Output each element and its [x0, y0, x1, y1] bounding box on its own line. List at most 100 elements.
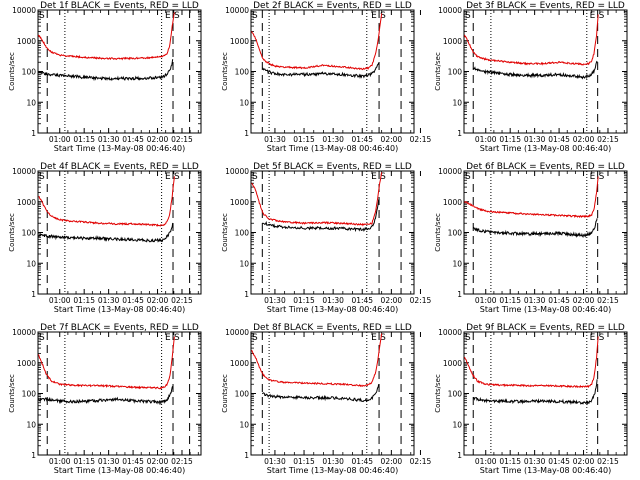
detector-plot-6: Det 6f BLACK = Events, RED = LLD 1 10 100 10… [434, 162, 628, 314]
detector-plot-8: Det 8f BLACK = Events, RED = LLD 1 10 100 10… [221, 323, 431, 475]
y-tick-label: 1 [457, 129, 462, 138]
detector-plot-1: Det 1f BLACK = Events, RED = LLD 1 10 100 10… [8, 1, 202, 153]
y-tick-label: 10000 [12, 328, 36, 337]
start-flag: S [465, 333, 471, 343]
lld-series-line [38, 336, 175, 390]
x-tick-label: 01:00 [49, 135, 71, 144]
lld-series-line [251, 333, 383, 388]
plot-title: Det 7f BLACK = Events, RED = LLD [40, 323, 199, 333]
plot-title: Det 4f BLACK = Events, RED = LLD [40, 162, 199, 172]
y-tick-label: 10000 [438, 328, 462, 337]
x-tick-label: 01:30 [98, 296, 120, 305]
x-tick-label: 02:15 [171, 296, 193, 305]
y-tick-label: 10000 [12, 6, 36, 15]
y-tick-label: 1 [244, 290, 249, 299]
end-flag: E [590, 11, 596, 21]
y-tick-label: 10 [452, 259, 462, 268]
y-tick-label: 1000 [17, 198, 36, 207]
x-axis-title: Start Time (13-May-08 00:46:40) [267, 144, 398, 153]
y-tick-label: 10 [26, 98, 36, 107]
detector-plot-3: Det 3f BLACK = Events, RED = LLD 1 10 100 10… [434, 1, 628, 153]
plot-title: Det 6f BLACK = Events, RED = LLD [466, 162, 625, 172]
start-flag: S [252, 11, 258, 21]
x-tick-label: 01:45 [122, 296, 144, 305]
x-tick-label: 02:15 [410, 135, 432, 144]
end-flag: E [371, 172, 377, 182]
y-tick-label: 1 [244, 129, 249, 138]
y-tick-label: 100 [235, 390, 250, 399]
plot-frame [250, 170, 415, 295]
x-axis-title: Start Time (13-May-08 00:46:40) [480, 466, 611, 475]
lld-series-line [251, 13, 383, 71]
plot-frame [250, 9, 415, 134]
y-tick-label: 100 [235, 68, 250, 77]
x-tick-label: 01:15 [293, 296, 315, 305]
y-tick-label: 1000 [230, 37, 249, 46]
start-flag: S [39, 333, 45, 343]
x-tick-label: 01:45 [351, 135, 373, 144]
end-flag: E [165, 172, 171, 182]
y-axis-title: Counts/sec [221, 213, 229, 252]
x-axis-title: Start Time (13-May-08 00:46:40) [480, 305, 611, 314]
y-tick-label: 1000 [443, 37, 462, 46]
x-tick-label: 01:45 [548, 457, 570, 466]
start-flag: S [39, 11, 45, 21]
end-flag: S [599, 333, 605, 343]
x-tick-label: 02:00 [381, 296, 403, 305]
x-tick-label: 01:30 [264, 457, 286, 466]
y-tick-label: 100 [22, 229, 37, 238]
x-axis-title: Start Time (13-May-08 00:46:40) [54, 466, 185, 475]
x-tick-label: 01:15 [73, 135, 95, 144]
detector-plot-4: Det 4f BLACK = Events, RED = LLD 1 10 100 10… [8, 162, 202, 314]
y-axis-title: Counts/sec [8, 213, 16, 252]
y-tick-label: 10000 [12, 167, 36, 176]
y-axis-title: Counts/sec [434, 213, 442, 252]
lld-series-line [38, 12, 175, 61]
y-tick-label: 1000 [443, 359, 462, 368]
detector-plot-9: Det 9f BLACK = Events, RED = LLD 1 10 100 10… [434, 323, 628, 475]
y-axis-title: Counts/sec [8, 374, 16, 413]
x-tick-label: 02:15 [597, 135, 619, 144]
events-series-line [472, 60, 598, 80]
x-tick-label: 02:15 [171, 135, 193, 144]
x-tick-label: 01:45 [351, 457, 373, 466]
y-axis-title: Counts/sec [221, 374, 229, 413]
x-tick-label: 02:15 [410, 457, 432, 466]
x-tick-label: 01:30 [322, 457, 344, 466]
y-tick-label: 10 [239, 259, 249, 268]
x-tick-label: 01:45 [351, 296, 373, 305]
events-series-line [472, 218, 598, 238]
end-flag: S [174, 11, 180, 21]
detector-plot-7: Det 7f BLACK = Events, RED = LLD 1 10 100 10… [8, 323, 202, 475]
x-tick-label: 01:30 [322, 135, 344, 144]
end-flag: S [174, 333, 180, 343]
x-tick-label: 01:30 [264, 135, 286, 144]
plot-frame [37, 331, 202, 456]
x-tick-label: 02:00 [147, 457, 169, 466]
x-tick-label: 01:30 [264, 296, 286, 305]
plot-title: Det 5f BLACK = Events, RED = LLD [253, 162, 412, 172]
x-tick-label: 02:00 [381, 135, 403, 144]
lld-series-line [464, 176, 599, 219]
events-series-line [472, 379, 598, 406]
end-flag: E [371, 11, 377, 21]
x-tick-label: 01:45 [548, 296, 570, 305]
y-axis-title: Counts/sec [434, 52, 442, 91]
x-axis-title: Start Time (13-May-08 00:46:40) [267, 305, 398, 314]
x-tick-label: 02:00 [573, 457, 595, 466]
y-tick-label: 1000 [230, 198, 249, 207]
y-axis-title: Counts/sec [8, 52, 16, 91]
y-tick-label: 10 [239, 420, 249, 429]
end-flag: S [380, 172, 386, 182]
x-tick-label: 01:15 [499, 135, 521, 144]
start-flag: S [39, 172, 45, 182]
y-tick-label: 10000 [438, 6, 462, 15]
y-tick-label: 1 [31, 290, 36, 299]
y-tick-label: 100 [448, 68, 463, 77]
x-tick-label: 01:15 [499, 296, 521, 305]
lld-series-line [464, 14, 599, 66]
y-tick-label: 1000 [443, 198, 462, 207]
x-tick-label: 01:00 [475, 457, 497, 466]
end-flag: E [590, 333, 596, 343]
y-tick-label: 1 [457, 451, 462, 460]
